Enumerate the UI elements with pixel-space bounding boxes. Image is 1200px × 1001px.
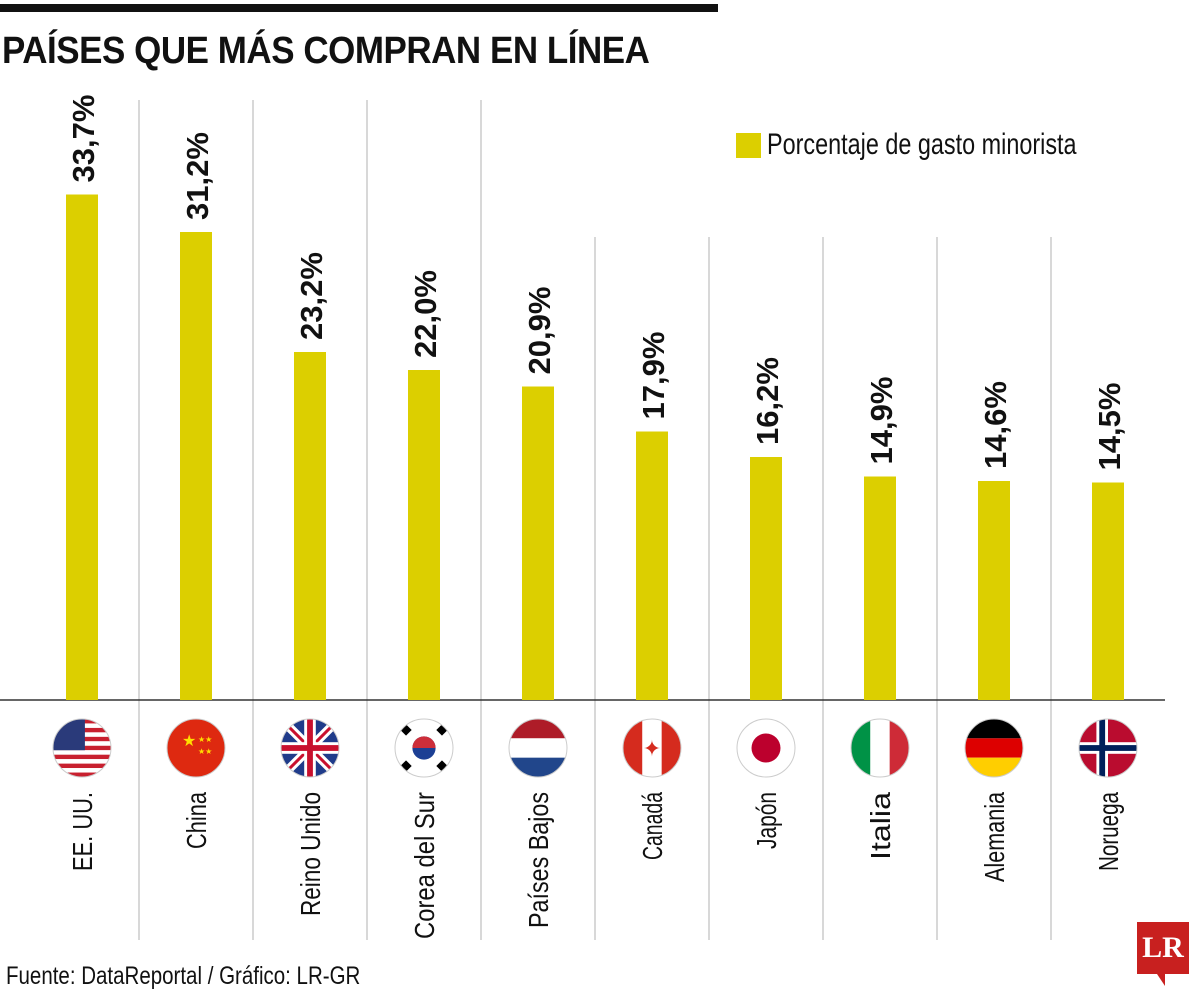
svg-text:★★: ★★ [198, 747, 212, 756]
value-label: 14,5% [1092, 383, 1127, 471]
bar-group: 14,6% Alemania [964, 381, 1024, 882]
value-label: 20,9% [522, 287, 557, 375]
legend: Porcentaje de gasto minorista [736, 128, 1164, 162]
value-label: 33,7% [66, 95, 101, 183]
us-flag-icon [53, 719, 111, 777]
value-label: 23,2% [294, 252, 329, 340]
china-flag-icon: ★ ★★★★ [167, 719, 225, 777]
italy-flag-icon [851, 719, 909, 777]
bar [978, 481, 1010, 700]
category-label: Noruega [1093, 792, 1124, 871]
bar [636, 431, 668, 700]
bar [864, 476, 896, 700]
bar [294, 352, 326, 700]
title-rule [0, 4, 718, 12]
japan-flag-icon [737, 719, 795, 777]
germany-flag-icon [965, 719, 1023, 777]
legend-swatch [736, 132, 761, 158]
bar-group: 22,0% Corea del Sur [394, 270, 454, 939]
uk-flag-icon [281, 719, 339, 777]
bar-group: 33,7% EE. UU. [52, 95, 112, 871]
bar [522, 386, 554, 700]
bar-group: 14,9% Italia [850, 377, 910, 860]
bar-group: 23,2% Reino Unido [280, 252, 340, 916]
value-label: 14,6% [978, 381, 1013, 469]
bar-group: 31,2%★ ★★★★China [166, 132, 226, 849]
category-label: Corea del Sur [409, 792, 440, 939]
category-label: Países Bajos [523, 792, 554, 928]
netherlands-flag-icon [509, 719, 567, 777]
norway-flag-icon [1079, 719, 1137, 777]
bar-group: 17,9% ✦ Canadá [622, 332, 682, 860]
bar [180, 232, 212, 700]
value-label: 31,2% [180, 132, 215, 220]
canada-flag-icon: ✦ [623, 719, 681, 777]
value-label: 14,9% [864, 377, 899, 465]
chart-title: PAÍSES QUE MÁS COMPRAN EN LÍNEA [2, 30, 650, 72]
bar [750, 457, 782, 700]
value-label: 22,0% [408, 270, 443, 358]
category-label: EE. UU. [67, 792, 98, 871]
category-label: Canadá [637, 792, 668, 860]
legend-label: Porcentaje de gasto minorista [767, 128, 1077, 161]
svg-text:★★: ★★ [198, 735, 212, 744]
source-note: Fuente: DataReportal / Gráfico: LR-GR [6, 962, 361, 990]
category-label: Reino Unido [295, 792, 326, 916]
category-label: Japón [751, 792, 782, 849]
bar-group: 14,5% Noruega [1078, 383, 1138, 871]
bar [1092, 482, 1124, 700]
bar [66, 194, 98, 700]
category-label: Alemania [979, 792, 1010, 882]
svg-text:✦: ✦ [643, 736, 661, 761]
south-korea-flag-icon [395, 719, 453, 777]
bar [408, 370, 440, 700]
value-label: 17,9% [636, 332, 671, 420]
category-label: Italia [865, 792, 896, 860]
value-label: 16,2% [750, 357, 785, 445]
bar-group: 20,9% Países Bajos [508, 287, 568, 928]
bar-group: 16,2% Japón [736, 357, 796, 849]
lr-logo: LR [1137, 922, 1189, 986]
category-label: China [181, 792, 212, 849]
svg-text:★: ★ [182, 733, 196, 750]
